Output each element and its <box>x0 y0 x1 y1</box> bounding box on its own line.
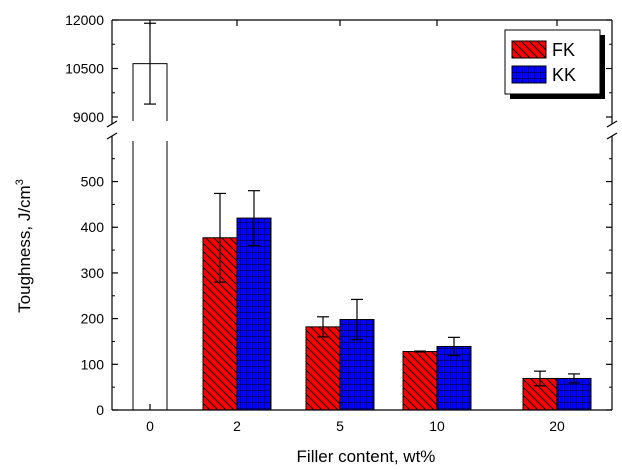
y-axis-title-superscript: 3 <box>14 179 26 185</box>
axis-break-mark-left-1 <box>106 120 118 128</box>
plot-area: 0 100 200 300 400 500 9000 10500 12000 0 2 5 10 20 <box>65 12 618 434</box>
bar-fk-10 <box>402 351 438 411</box>
axis-break-mark-left-2 <box>106 132 118 140</box>
y-axis-title: Toughness, J/cm3 <box>14 179 34 313</box>
x-tick-label-20: 20 <box>549 418 565 434</box>
bar-break-gap <box>131 121 169 141</box>
x-tick-label-5: 5 <box>336 418 344 434</box>
legend: FK KK <box>504 29 605 99</box>
x-tick-label-10: 10 <box>429 418 445 434</box>
bar-baseline-lower <box>132 139 168 411</box>
bar-kk-10 <box>436 345 472 411</box>
x-tick-label-2: 2 <box>233 418 241 434</box>
y-tick-label-200: 200 <box>81 311 105 327</box>
legend-label-kk: KK <box>552 65 576 85</box>
y-tick-label-12000: 12000 <box>65 12 104 28</box>
bar-fk-5 <box>305 326 341 411</box>
y-tick-label-10500: 10500 <box>65 61 104 77</box>
y-axis-title-text: Toughness, J/cm <box>15 185 34 313</box>
axis-break-mark-right-1 <box>606 120 618 128</box>
y-tick-label-300: 300 <box>81 265 105 281</box>
legend-label-fk: FK <box>552 40 575 60</box>
y-tick-label-9000: 9000 <box>73 109 104 125</box>
bar-kk-20 <box>556 377 592 411</box>
legend-swatch-fk <box>511 40 547 59</box>
bar-kk-2 <box>236 217 272 411</box>
legend-swatch-kk <box>511 65 547 84</box>
y-tick-label-500: 500 <box>81 174 105 190</box>
x-axis-title: Filler content, wt% <box>297 447 436 466</box>
y-tick-label-100: 100 <box>81 356 105 372</box>
axis-break-mark-right-2 <box>606 132 618 140</box>
x-tick-label-0: 0 <box>146 418 154 434</box>
y-tick-label-400: 400 <box>81 219 105 235</box>
y-tick-label-0: 0 <box>96 402 104 418</box>
